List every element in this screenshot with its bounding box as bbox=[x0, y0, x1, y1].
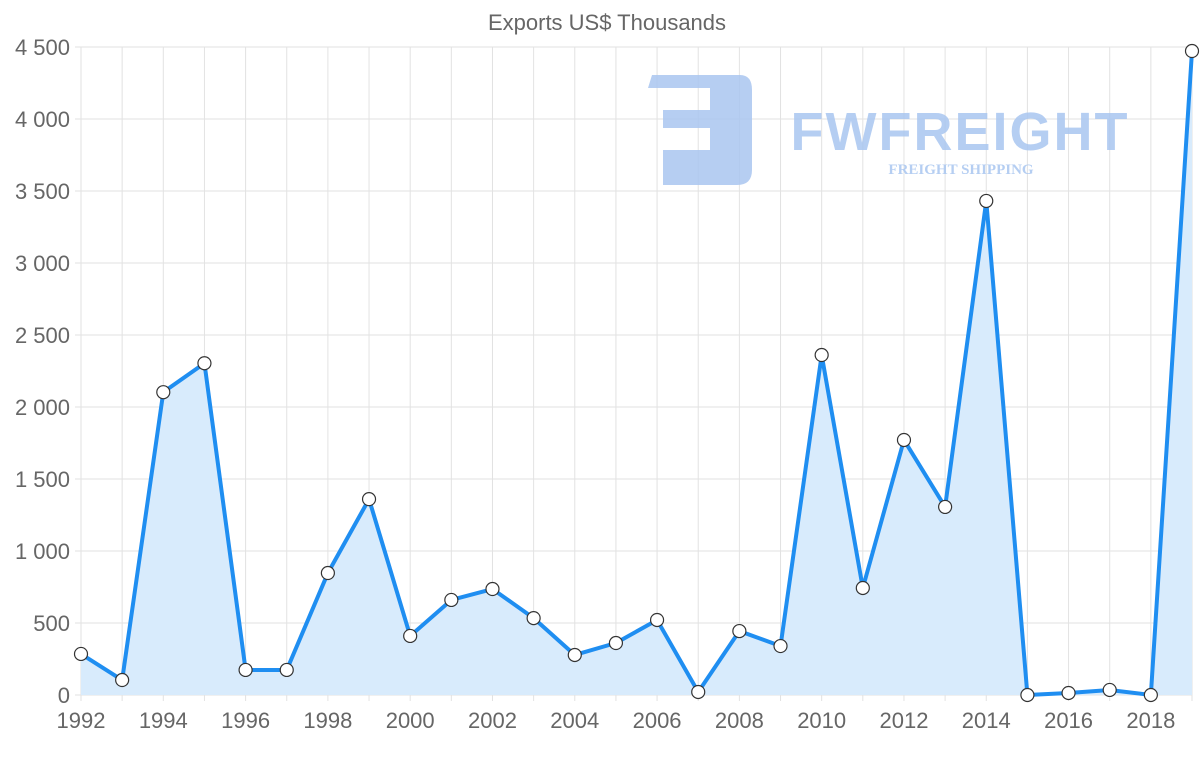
data-point bbox=[649, 612, 665, 628]
data-point bbox=[444, 592, 459, 608]
data-point bbox=[855, 580, 870, 596]
y-tick-label: 3 500 bbox=[15, 179, 70, 204]
data-point bbox=[732, 623, 747, 639]
data-point bbox=[1102, 682, 1117, 698]
y-tick-label: 4 000 bbox=[15, 107, 70, 132]
x-tick-label: 2008 bbox=[715, 708, 764, 733]
data-point bbox=[1020, 687, 1035, 703]
data-point bbox=[156, 385, 171, 400]
y-tick-label: 4 500 bbox=[15, 35, 70, 60]
y-tick-label: 1 000 bbox=[15, 539, 70, 564]
data-point bbox=[979, 193, 994, 209]
data-point bbox=[73, 646, 89, 662]
y-tick-label: 500 bbox=[33, 611, 70, 636]
x-tick-label: 1996 bbox=[221, 708, 270, 733]
fwfreight-watermark: FWFREIGHT FREIGHT SHIPPING bbox=[648, 75, 1130, 185]
x-tick-label: 2004 bbox=[550, 708, 599, 733]
data-point bbox=[567, 647, 582, 663]
x-tick-label: 1992 bbox=[57, 708, 106, 733]
y-tick-label: 3 000 bbox=[15, 251, 70, 276]
data-point bbox=[361, 492, 377, 507]
x-tick-label: 2016 bbox=[1044, 708, 1093, 733]
data-point bbox=[526, 611, 541, 626]
y-tick-label: 0 bbox=[58, 683, 70, 708]
data-point bbox=[197, 356, 212, 371]
x-tick-label: 2010 bbox=[797, 708, 846, 733]
data-point bbox=[238, 662, 253, 678]
series-line bbox=[79, 50, 1194, 697]
x-tick-label: 2012 bbox=[879, 708, 928, 733]
data-point bbox=[320, 565, 335, 581]
data-point bbox=[773, 638, 788, 654]
data-point bbox=[938, 499, 953, 515]
x-tick-label: 2002 bbox=[468, 708, 517, 733]
data-point bbox=[279, 662, 294, 678]
y-tick-label: 1 500 bbox=[15, 467, 70, 492]
x-tick-label: 2014 bbox=[962, 708, 1011, 733]
data-point bbox=[485, 581, 500, 597]
x-tick-label: 2000 bbox=[386, 708, 435, 733]
chart-title: Exports US$ Thousands bbox=[488, 10, 726, 35]
x-tick-label: 2018 bbox=[1126, 708, 1175, 733]
axis-labels: 0 500 1 000 1 500 2 000 2 500 3 000 3 500 4 000 4… bbox=[15, 35, 1175, 733]
watermark-logo-icon bbox=[648, 75, 752, 185]
data-point bbox=[1143, 687, 1158, 703]
data-point bbox=[814, 347, 829, 363]
data-point bbox=[608, 635, 624, 651]
x-tick-label: 1998 bbox=[303, 708, 352, 733]
data-point bbox=[896, 432, 912, 448]
data-point bbox=[1184, 43, 1200, 59]
data-point bbox=[403, 628, 418, 644]
watermark-tagline: FREIGHT SHIPPING bbox=[888, 162, 1033, 178]
x-tick-label: 2006 bbox=[633, 708, 682, 733]
data-point bbox=[1061, 685, 1076, 701]
data-point bbox=[115, 672, 130, 688]
data-point bbox=[691, 684, 706, 700]
x-tick-label: 1994 bbox=[139, 708, 188, 733]
series-area bbox=[81, 51, 1192, 696]
series bbox=[73, 43, 1200, 703]
y-tick-label: 2 500 bbox=[15, 323, 70, 348]
y-tick-label: 2 000 bbox=[15, 395, 70, 420]
watermark-brand: FWFREIGHT bbox=[791, 102, 1130, 162]
